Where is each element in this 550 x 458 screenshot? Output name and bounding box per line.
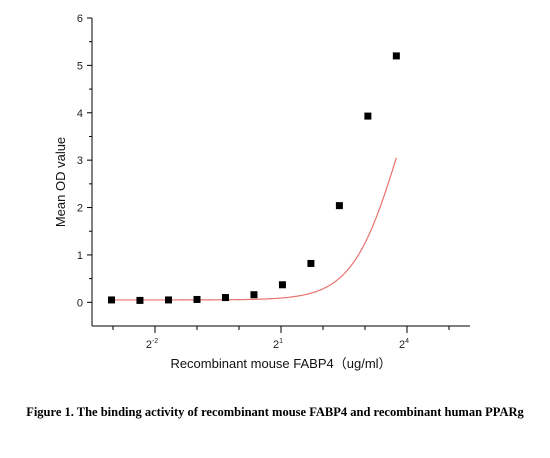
y-tick-label: 5 [77,60,83,72]
x-tick-label: 2-2 [146,338,158,351]
data-point [278,281,286,289]
y-tick-label: 2 [77,203,83,215]
figure-caption: Figure 1. The binding activity of recomb… [26,405,524,419]
x-axis-label: Recombinant mouse FABP4（ug/ml） [170,356,391,371]
data-point [307,259,315,267]
data-point [364,112,372,120]
fit-curve-group [111,157,397,301]
fit-curve [111,157,397,301]
y-tick-label: 6 [77,13,83,25]
data-point [136,296,144,304]
axes: 0 1 2 3 4 5 6 2-2 21 24 [77,13,470,351]
x-tick-label: 24 [399,338,409,351]
y-tick-label: 0 [77,297,83,309]
data-point [392,52,400,60]
data-point [108,296,116,304]
y-tick-label: 1 [77,250,83,262]
chart: 0 1 2 3 4 5 6 2-2 21 24 Mean OD value Recombinant… [53,13,470,371]
data-point [221,294,229,302]
y-tick-label: 3 [77,155,83,167]
y-tick-label: 4 [77,108,83,120]
data-point [250,291,258,299]
y-axis-label: Mean OD value [53,137,68,227]
data-point [193,295,201,303]
data-points [108,52,400,304]
data-point [165,296,173,304]
x-tick-label: 21 [273,338,283,351]
data-point [335,202,343,210]
